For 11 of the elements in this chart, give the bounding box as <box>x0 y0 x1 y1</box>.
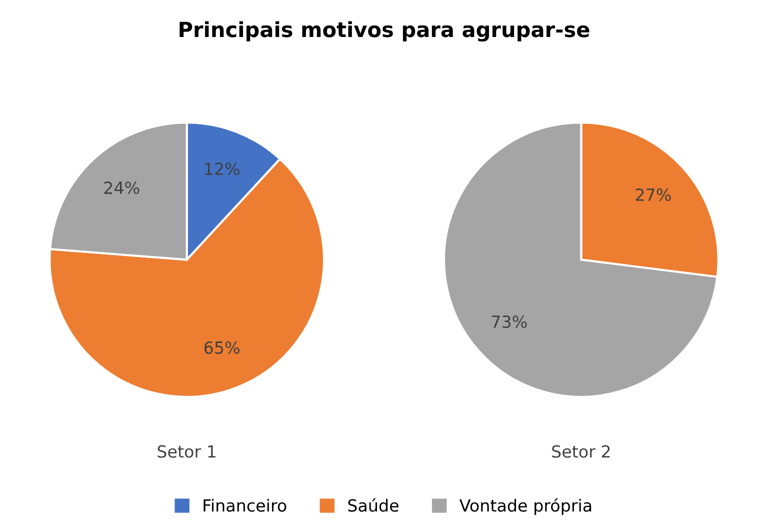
text: Setor 2 <box>552 445 610 458</box>
chart-title: Principais motivos para agrupar-se <box>180 21 590 42</box>
data-label: 73% <box>492 315 527 328</box>
text: Setor 1 <box>158 445 216 458</box>
legend-label: Vontade própria <box>459 498 592 515</box>
data-label: 24% <box>104 181 140 194</box>
data-label: 65% <box>204 341 240 354</box>
data-label: 12% <box>205 162 240 176</box>
legend-label: Saúde <box>348 498 398 512</box>
data-label: 27% <box>636 188 671 202</box>
legend-label: Financeiro <box>204 498 286 512</box>
